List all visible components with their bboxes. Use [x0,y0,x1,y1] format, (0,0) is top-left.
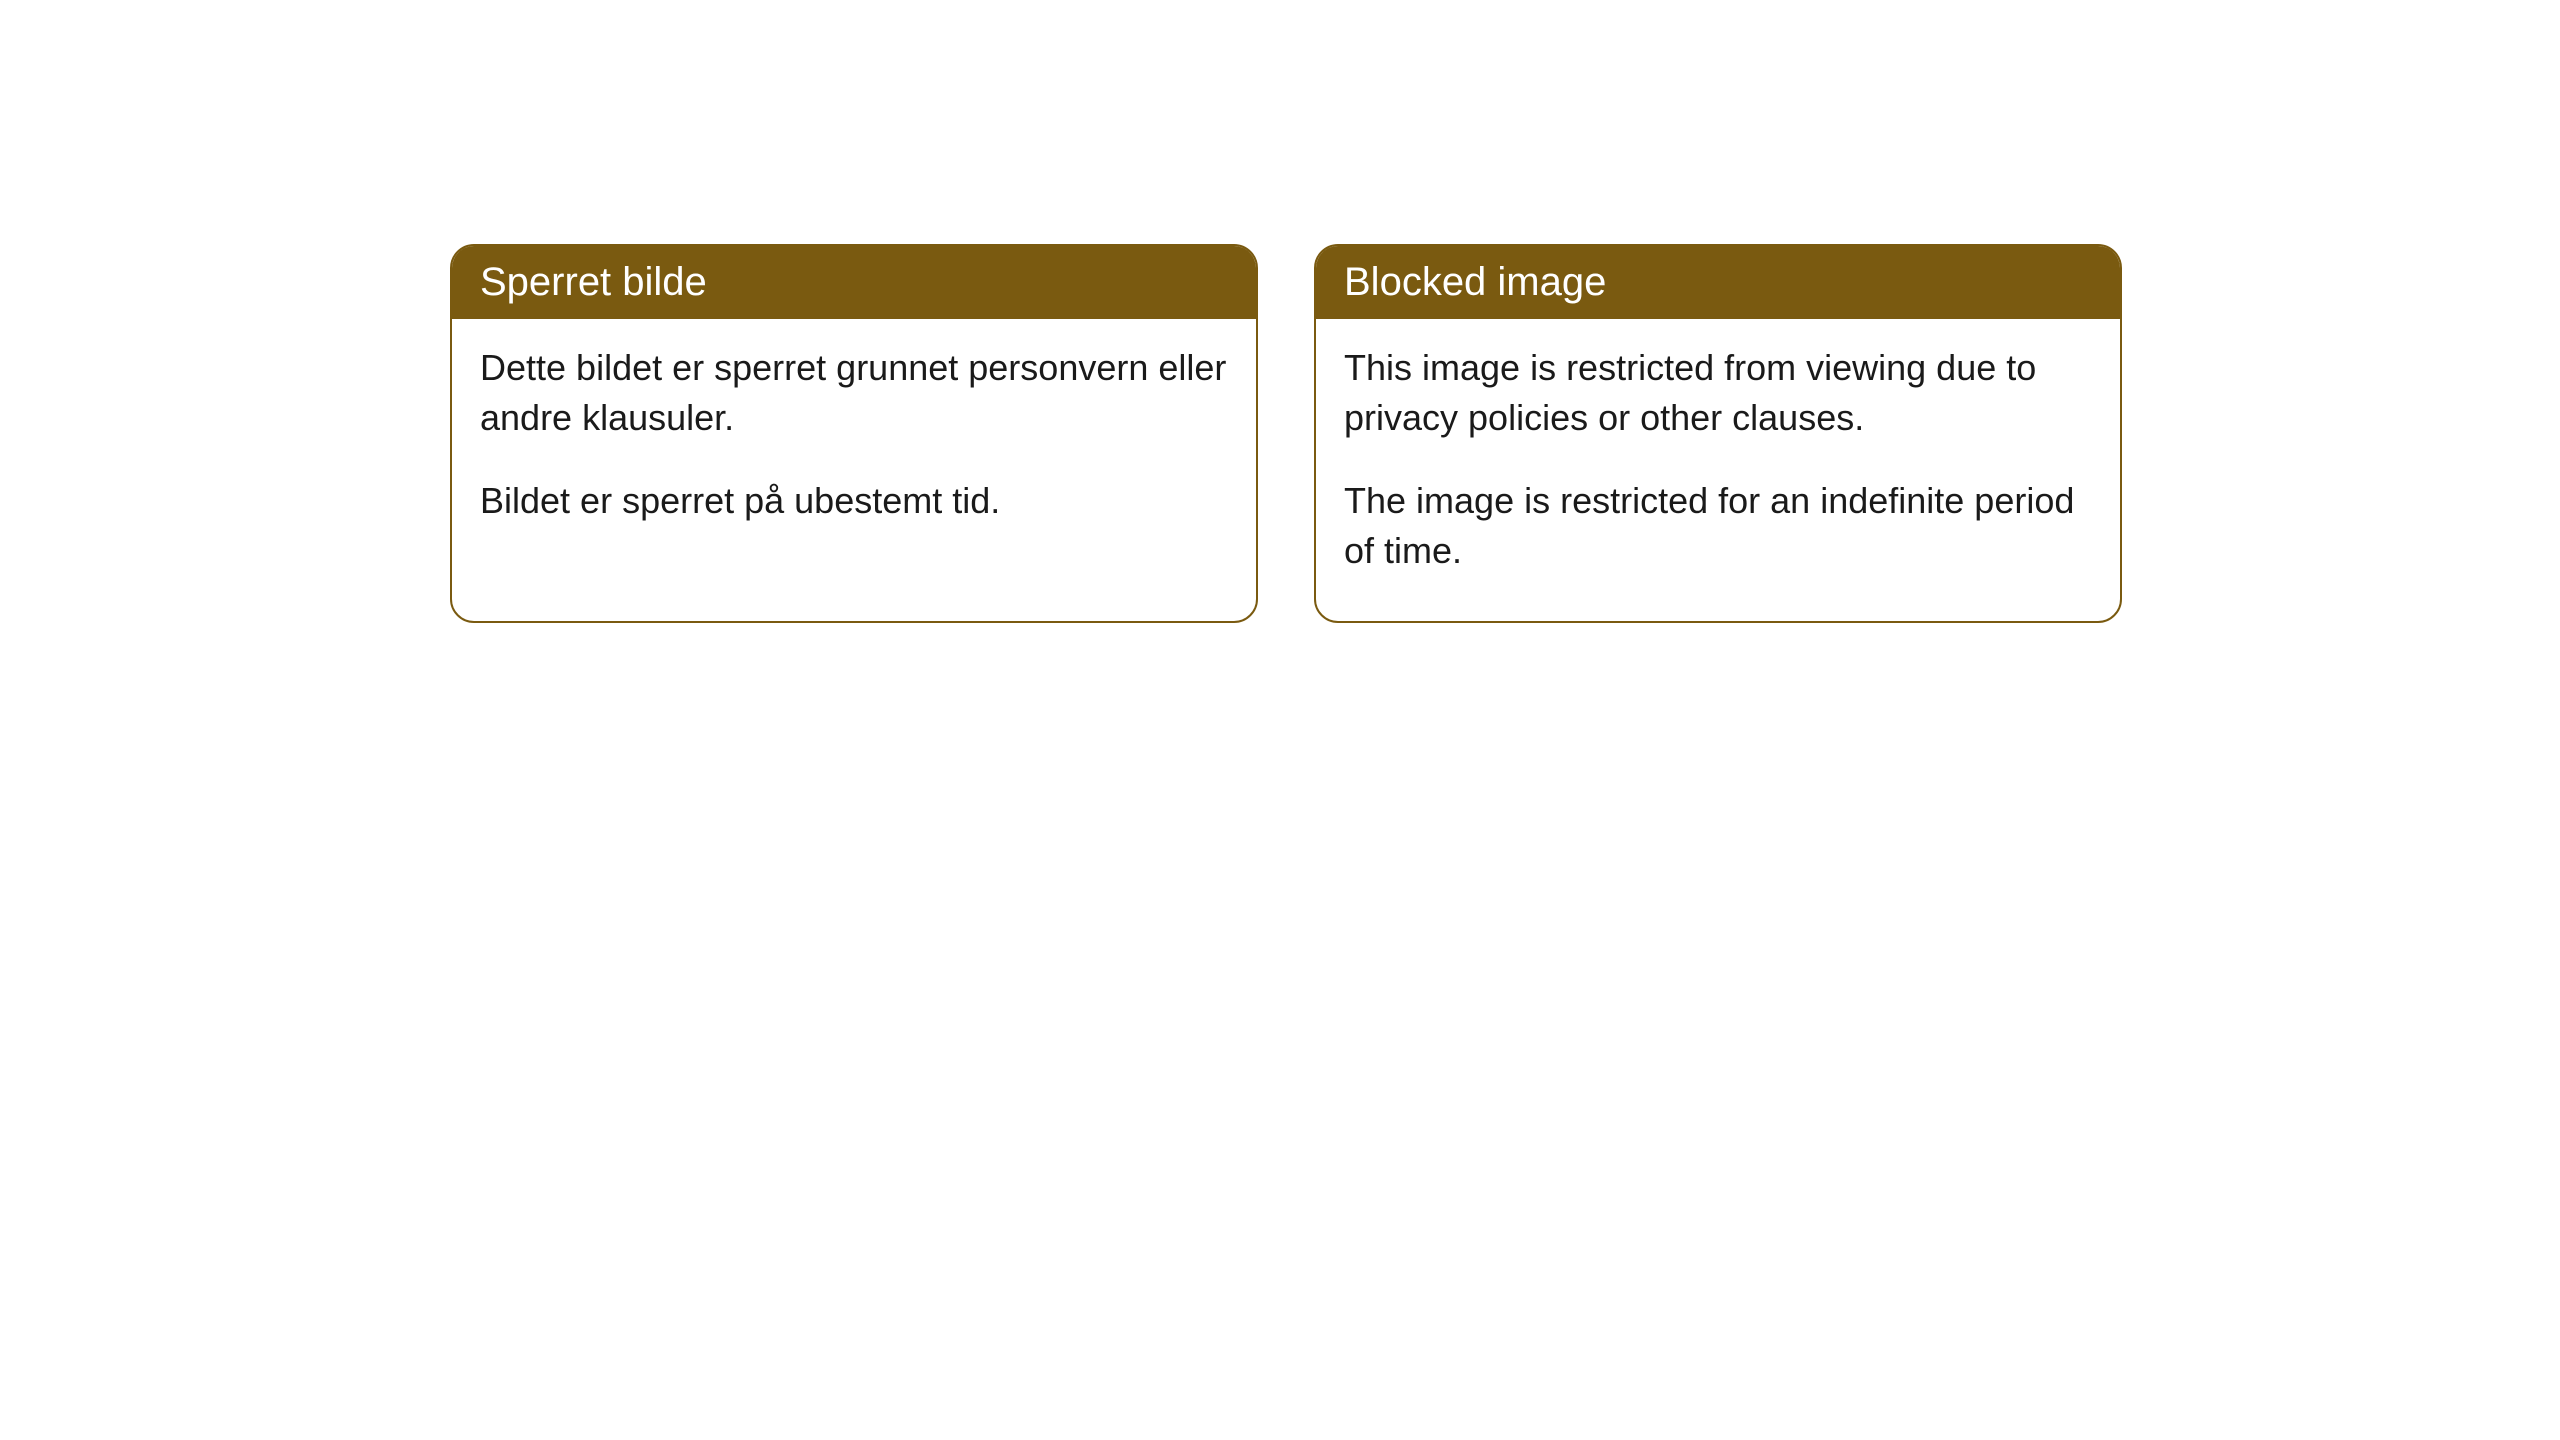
blocked-image-card-norwegian: Sperret bilde Dette bildet er sperret gr… [450,244,1258,623]
card-body: Dette bildet er sperret grunnet personve… [452,319,1256,570]
card-paragraph-2: The image is restricted for an indefinit… [1344,476,2092,577]
card-title: Blocked image [1344,260,1606,304]
blocked-image-card-english: Blocked image This image is restricted f… [1314,244,2122,623]
notice-cards-container: Sperret bilde Dette bildet er sperret gr… [450,244,2122,623]
card-header: Blocked image [1316,246,2120,319]
card-header: Sperret bilde [452,246,1256,319]
card-paragraph-2: Bildet er sperret på ubestemt tid. [480,476,1228,526]
card-paragraph-1: Dette bildet er sperret grunnet personve… [480,343,1228,444]
card-paragraph-1: This image is restricted from viewing du… [1344,343,2092,444]
card-title: Sperret bilde [480,260,707,304]
card-body: This image is restricted from viewing du… [1316,319,2120,621]
